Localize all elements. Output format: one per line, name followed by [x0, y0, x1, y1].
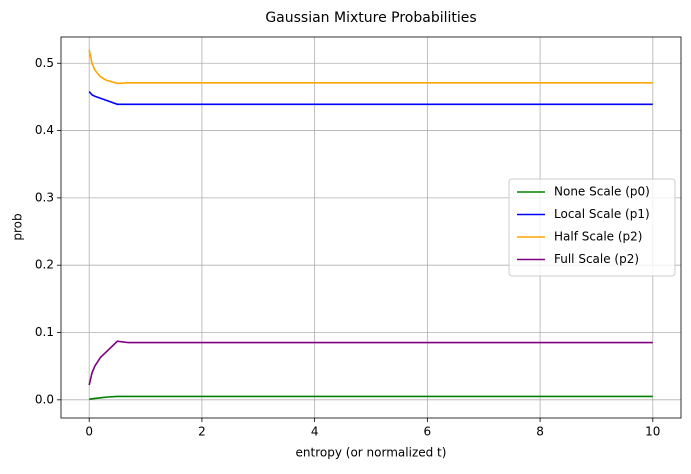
series-line — [88, 91, 653, 106]
y-tick-label: 0.2 — [35, 258, 54, 272]
series-line — [88, 340, 653, 386]
x-tick-label: 4 — [311, 425, 319, 439]
plot-frame — [60, 36, 682, 419]
series-line — [88, 49, 653, 85]
y-tick-label: 0.0 — [35, 392, 54, 406]
y-tick-label: 0.5 — [35, 56, 54, 70]
legend-label: None Scale (p0) — [554, 185, 650, 199]
y-tick-label: 0.3 — [35, 190, 54, 204]
x-axis-label: entropy (or normalized t) — [296, 446, 447, 460]
x-tick-label: 2 — [198, 425, 206, 439]
legend-label: Local Scale (p1) — [554, 207, 650, 221]
chart-title: Gaussian Mixture Probabilities — [265, 10, 476, 26]
x-tick-label: 8 — [536, 425, 544, 439]
series-line — [89, 395, 653, 400]
y-axis-label: prob — [11, 213, 25, 240]
legend-box — [508, 178, 676, 277]
legend-label: Full Scale (p2) — [554, 252, 639, 266]
x-tick-label: 6 — [424, 425, 432, 439]
y-tick-label: 0.1 — [35, 325, 54, 339]
y-tick-label: 0.4 — [35, 123, 54, 137]
x-tick-label: 10 — [645, 425, 660, 439]
x-tick-label: 0 — [85, 425, 93, 439]
legend-label: Half Scale (p2) — [554, 230, 642, 244]
